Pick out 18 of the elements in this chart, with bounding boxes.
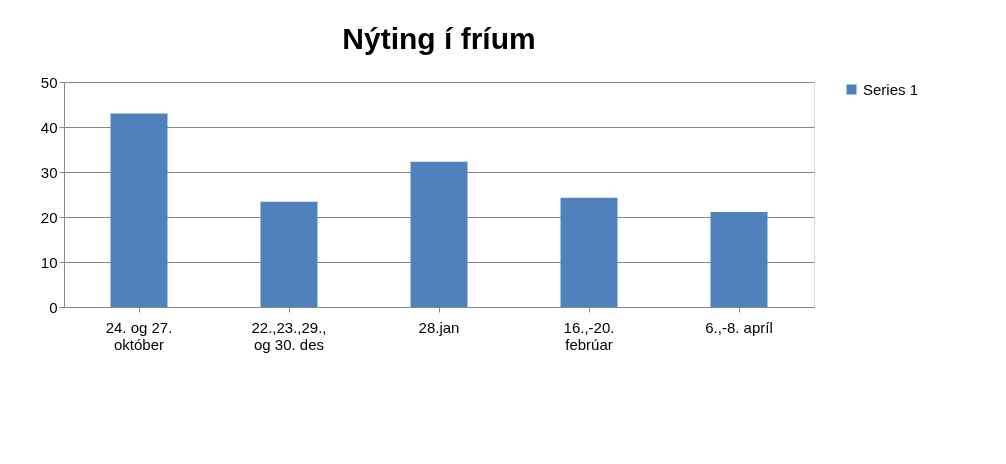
bar (560, 197, 618, 307)
bar (260, 201, 318, 307)
legend-label: Series 1 (863, 80, 919, 98)
bar (710, 212, 768, 307)
chart-title: Nýting í fríum (342, 22, 536, 55)
x-tick-label: 24. og 27. október (105, 318, 173, 353)
x-tick-label: 28.jan (418, 318, 460, 336)
x-tick-label: 16.,-20. febrúar (563, 318, 615, 353)
y-tick-label: 0 (49, 298, 58, 316)
bar (410, 161, 468, 307)
bar (110, 113, 168, 307)
y-tick-label: 50 (40, 73, 58, 91)
x-tick-label: 6.,-8. apríl (705, 318, 773, 336)
y-tick-label: 40 (40, 118, 58, 136)
y-tick-label: 30 (40, 163, 58, 181)
x-tick-label: 22.,23.,29., og 30. des (251, 318, 327, 353)
y-tick-label: 20 (40, 208, 58, 226)
y-tick-label: 10 (40, 253, 58, 271)
